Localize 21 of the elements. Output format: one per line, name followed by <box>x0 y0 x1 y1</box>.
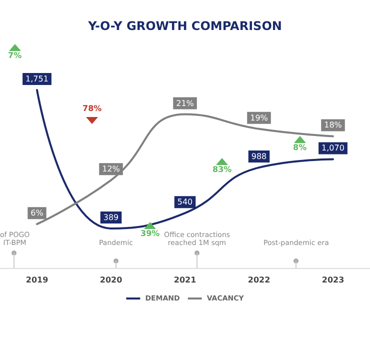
data-label: 19% <box>250 113 268 122</box>
data-label: 18% <box>324 120 342 130</box>
text: 7% <box>8 51 22 61</box>
x-tick-label: 2022 <box>248 276 270 284</box>
chart-title: Y-O-Y GROWTH COMPARISON <box>87 19 282 33</box>
annotation: 78% <box>82 104 102 114</box>
data-label: 1,751 <box>26 74 48 84</box>
data-label: 988 <box>251 152 267 162</box>
x-tick-label: 2023 <box>322 276 344 284</box>
x-tick-label: 2021 <box>174 276 197 284</box>
annotation: 8% <box>293 143 307 153</box>
x-tick-label: 2020 <box>100 276 123 284</box>
text: 39% <box>140 229 160 239</box>
data-label: 21% <box>176 98 194 108</box>
annotation: 83% <box>212 165 232 175</box>
data-label: 1,070 <box>322 144 344 153</box>
data-label: 6% <box>30 208 44 218</box>
x-tick-label: 2019 <box>26 276 49 284</box>
data-label: 540 <box>177 198 193 207</box>
data-label: 389 <box>103 212 119 222</box>
data-label: 12% <box>102 164 120 174</box>
